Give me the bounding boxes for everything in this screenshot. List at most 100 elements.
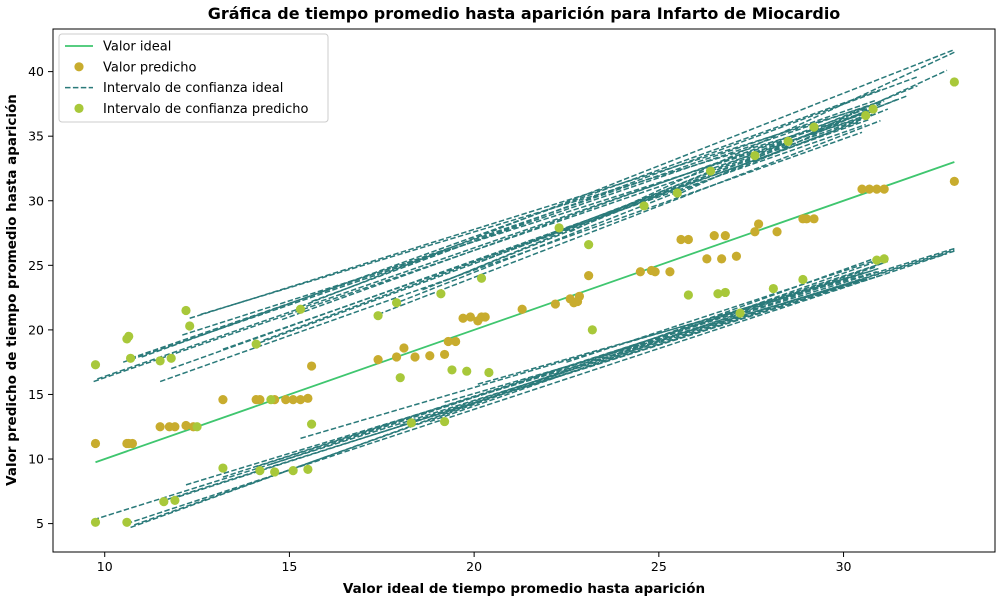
ci-predicted-point bbox=[735, 308, 745, 318]
predicted-point bbox=[550, 299, 561, 309]
ci-ideal-line bbox=[170, 278, 863, 500]
ci-predicted-point bbox=[395, 373, 405, 383]
ci-predicted-point bbox=[861, 110, 871, 121]
ci-predicted-point bbox=[683, 290, 693, 300]
ci-ideal-line bbox=[444, 277, 870, 403]
ci-predicted-point bbox=[587, 325, 597, 335]
predicted-point bbox=[857, 184, 867, 194]
ci-predicted-point bbox=[476, 273, 487, 283]
predicted-point bbox=[303, 393, 313, 403]
ci-predicted-point bbox=[705, 166, 716, 176]
axes: 10 15 20 25 30 5 10 15 20 25 30 35 40 bbox=[28, 28, 996, 574]
ci-ideal-line bbox=[677, 247, 955, 335]
x-tick-label: 15 bbox=[281, 559, 297, 574]
predicted-point bbox=[665, 267, 675, 277]
ci-predicted-point bbox=[484, 367, 494, 378]
predicted-point bbox=[255, 395, 265, 405]
legend-marker-dot bbox=[74, 103, 84, 113]
legend-label: Valor ideal bbox=[103, 40, 171, 55]
y-tick-label: 25 bbox=[28, 258, 44, 273]
ci-predicted-point bbox=[218, 463, 228, 473]
legend-label: Intervalo de confianza predicho bbox=[103, 102, 308, 117]
predicted-point bbox=[439, 349, 450, 360]
ci-predicted-point bbox=[436, 289, 446, 299]
predicted-point bbox=[574, 291, 585, 301]
predicted-point bbox=[281, 395, 291, 405]
predicted-point bbox=[683, 234, 693, 245]
predicted-point bbox=[288, 395, 298, 405]
predicted-point bbox=[170, 422, 180, 432]
predicted-point bbox=[717, 254, 727, 264]
x-tick-label: 30 bbox=[836, 559, 852, 574]
ci-predicted-point bbox=[185, 321, 195, 331]
ci-predicted-point bbox=[266, 395, 276, 405]
legend-label: Valor predicho bbox=[103, 60, 196, 75]
x-tick-label: 20 bbox=[466, 559, 482, 574]
predicted-point bbox=[709, 231, 719, 241]
ci-ideal-line bbox=[754, 103, 881, 163]
ci-ideal-line bbox=[377, 119, 881, 316]
ci-predicted-point bbox=[439, 416, 450, 427]
predicted-point bbox=[872, 184, 882, 194]
ci-predicted-point bbox=[768, 283, 778, 294]
ci-predicted-point bbox=[406, 418, 416, 428]
ci-ideal-line bbox=[311, 76, 918, 303]
predicted-point bbox=[809, 214, 819, 224]
ci-predicted-point bbox=[713, 289, 723, 299]
y-tick-label: 35 bbox=[28, 129, 44, 144]
y-tick-label: 5 bbox=[36, 516, 44, 531]
predicted-point bbox=[90, 438, 101, 449]
ci-ideal-line bbox=[189, 100, 885, 319]
ci-ideal-line bbox=[270, 260, 889, 465]
predicted-point bbox=[517, 304, 527, 314]
predicted-point bbox=[676, 234, 686, 245]
ci-predicted-point bbox=[750, 150, 760, 161]
ci-predicted-point bbox=[391, 298, 402, 308]
predicted-point bbox=[772, 227, 782, 237]
ci-ideal-line bbox=[281, 104, 878, 321]
predicted-point bbox=[155, 422, 165, 432]
legend-marker-dot bbox=[74, 62, 84, 72]
ci-predicted-point bbox=[306, 419, 317, 429]
predicted-point bbox=[879, 184, 889, 194]
plot-area bbox=[90, 48, 959, 529]
ci-predicted-point bbox=[295, 304, 306, 314]
ci-predicted-point bbox=[584, 240, 594, 250]
plot-frame bbox=[52, 28, 996, 553]
y-tick-label: 20 bbox=[28, 322, 44, 337]
ci-ideal-line bbox=[422, 98, 900, 291]
ci-ideal-line bbox=[300, 269, 874, 440]
ci-ideal-line bbox=[400, 267, 881, 427]
predicted-point bbox=[720, 231, 730, 241]
ci-predicted-point bbox=[192, 422, 202, 432]
predicted-point bbox=[391, 352, 402, 362]
ci-predicted-point bbox=[447, 365, 457, 375]
ci-ideal-line bbox=[429, 262, 885, 423]
predicted-point bbox=[458, 313, 468, 323]
y-tick-label: 15 bbox=[28, 387, 44, 402]
x-tick-label: 25 bbox=[651, 559, 667, 574]
ci-ideal-line bbox=[97, 110, 866, 380]
ci-predicted-point bbox=[798, 274, 808, 285]
predicted-point bbox=[635, 267, 645, 277]
predicted-point bbox=[443, 336, 453, 347]
legend: Valor ideal Valor predicho Intervalo de co… bbox=[58, 33, 329, 123]
ci-predicted-point bbox=[159, 497, 169, 507]
chart-title: Gráfica de tiempo promedio hasta aparici… bbox=[208, 4, 841, 23]
ci-predicted-point bbox=[270, 467, 280, 477]
ci-predicted-point bbox=[868, 104, 878, 114]
predicted-point bbox=[127, 438, 138, 449]
predicted-point bbox=[802, 214, 812, 224]
predicted-point bbox=[425, 351, 435, 361]
ci-predicted-point bbox=[124, 331, 134, 341]
y-axis-title: Valor predicho de tiempo promedio hasta … bbox=[4, 94, 20, 486]
ci-predicted-point bbox=[949, 77, 959, 87]
predicted-point bbox=[702, 254, 712, 264]
predicted-point bbox=[864, 184, 875, 194]
y-tick-label: 10 bbox=[28, 452, 44, 467]
predicted-point bbox=[410, 352, 420, 362]
ci-predicted-point bbox=[155, 356, 165, 366]
ci-predicted-point bbox=[303, 464, 313, 474]
ci-predicted-point bbox=[255, 466, 265, 476]
predicted-point bbox=[750, 227, 760, 237]
